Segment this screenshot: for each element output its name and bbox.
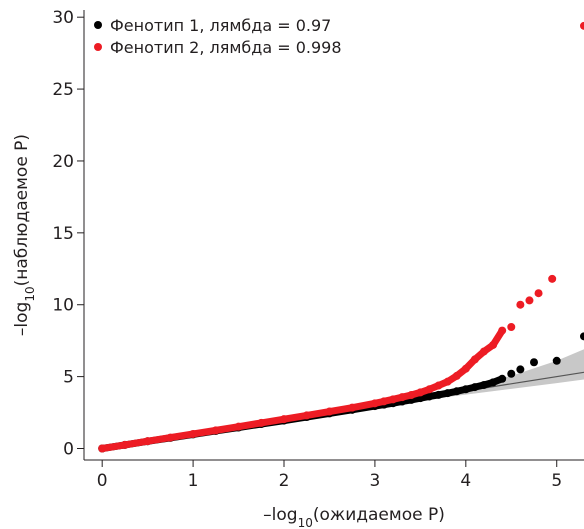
data-point bbox=[434, 390, 443, 399]
data-point bbox=[398, 393, 407, 402]
data-point bbox=[461, 385, 470, 394]
data-point bbox=[461, 364, 470, 373]
data-point bbox=[434, 381, 443, 390]
legend-label-2: Фенотип 2, лямбда = 0.998 bbox=[110, 38, 342, 57]
x-tick-label: 0 bbox=[97, 471, 108, 491]
data-point bbox=[302, 411, 311, 420]
data-point bbox=[452, 371, 461, 380]
data-point bbox=[443, 377, 452, 386]
series-2-dense-points bbox=[98, 327, 506, 452]
y-tick-label: 10 bbox=[52, 296, 74, 316]
data-point bbox=[489, 340, 498, 349]
data-point bbox=[480, 347, 488, 356]
data-point bbox=[389, 395, 398, 404]
y-tick-label: 25 bbox=[52, 80, 74, 100]
data-point bbox=[280, 415, 288, 424]
data-point bbox=[98, 444, 107, 453]
data-points bbox=[98, 21, 584, 453]
data-point bbox=[480, 380, 488, 389]
x-tick-label: 3 bbox=[369, 471, 380, 491]
y-axis-title: –log10(наблюдаемое P) bbox=[12, 134, 37, 336]
data-point bbox=[325, 407, 334, 416]
data-point bbox=[516, 300, 525, 309]
legend-marker-2 bbox=[94, 43, 102, 51]
x-axis-title: –log10(ожидаемое P) bbox=[263, 505, 445, 529]
x-tick-label: 2 bbox=[279, 471, 290, 491]
confidence-band bbox=[374, 349, 584, 407]
data-point bbox=[257, 418, 266, 427]
y-tick-label: 30 bbox=[52, 8, 74, 28]
y-tick-label: 5 bbox=[63, 368, 74, 388]
data-point bbox=[470, 355, 479, 364]
data-point bbox=[534, 289, 543, 298]
y-tick-label: 0 bbox=[63, 439, 74, 459]
legend: Фенотип 1, лямбда = 0.97 Фенотип 2, лямбд… bbox=[94, 16, 342, 57]
data-point bbox=[580, 21, 584, 30]
data-point bbox=[498, 374, 507, 383]
data-point bbox=[348, 403, 357, 412]
data-point bbox=[425, 392, 434, 401]
data-point bbox=[552, 356, 561, 365]
data-point bbox=[470, 383, 479, 392]
data-point bbox=[530, 358, 538, 367]
data-point bbox=[489, 378, 498, 387]
legend-label-1: Фенотип 1, лямбда = 0.97 bbox=[110, 16, 331, 35]
x-tick-label: 4 bbox=[460, 471, 471, 491]
x-tick-label: 5 bbox=[551, 471, 562, 491]
data-point bbox=[443, 389, 452, 398]
y-tick-label: 20 bbox=[52, 152, 74, 172]
data-point bbox=[580, 332, 584, 341]
data-point bbox=[452, 387, 461, 396]
data-point bbox=[525, 296, 534, 305]
data-point bbox=[370, 399, 379, 408]
data-point bbox=[516, 365, 525, 374]
data-point bbox=[507, 369, 516, 378]
data-point bbox=[425, 385, 434, 394]
data-point bbox=[211, 426, 220, 435]
data-point bbox=[234, 422, 243, 431]
data-point bbox=[498, 326, 507, 335]
data-point bbox=[166, 433, 175, 442]
series-2 bbox=[98, 21, 584, 453]
x-tick-label: 1 bbox=[188, 471, 199, 491]
confidence-band-area bbox=[374, 349, 584, 407]
axes: 0 5 10 15 20 25 30 0 1 2 3 4 5 –log10(ожидаемое P) –lo… bbox=[12, 8, 584, 529]
data-point bbox=[416, 388, 425, 397]
data-point bbox=[143, 437, 152, 446]
y-tick-label: 15 bbox=[52, 224, 74, 244]
data-point bbox=[120, 440, 129, 449]
data-point bbox=[548, 274, 557, 283]
data-point bbox=[507, 323, 516, 332]
data-point bbox=[189, 429, 198, 438]
legend-marker-1 bbox=[94, 21, 102, 29]
data-point bbox=[407, 391, 416, 400]
data-point bbox=[380, 397, 388, 406]
